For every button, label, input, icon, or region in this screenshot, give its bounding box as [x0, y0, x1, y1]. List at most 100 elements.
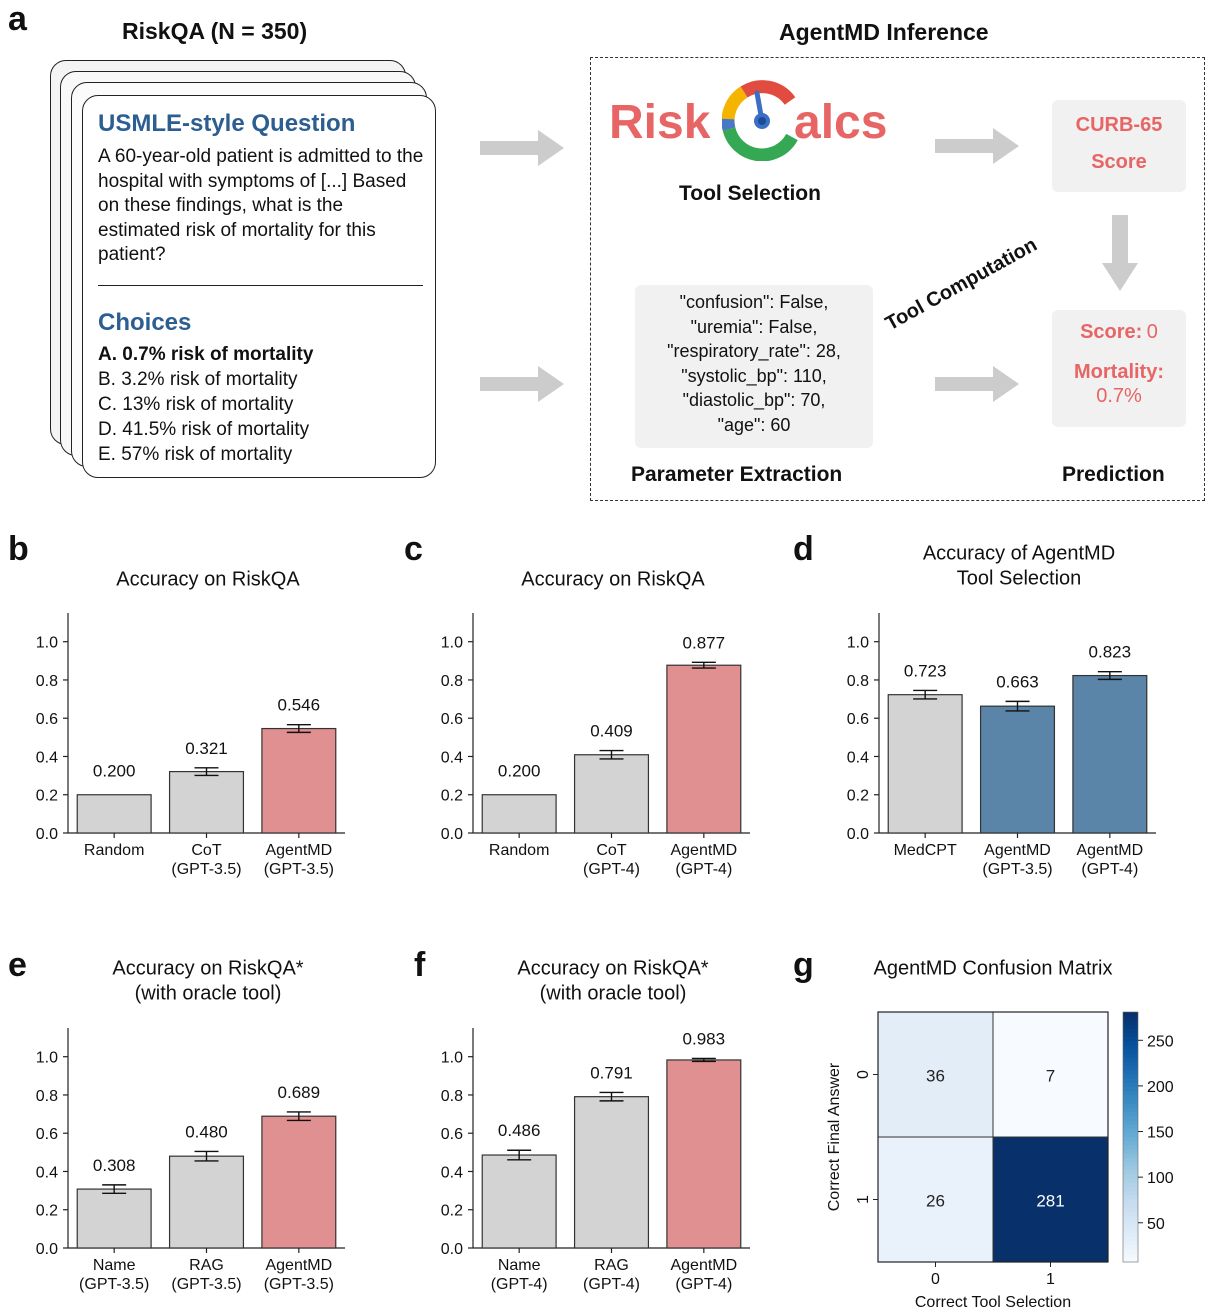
data-label: 0.409 [590, 722, 633, 741]
data-label: 0.983 [683, 1029, 726, 1048]
y-tick-label: 0.6 [847, 711, 869, 728]
parameters-box [635, 285, 873, 448]
x-tick-label: (GPT-3.5) [264, 861, 334, 878]
data-label: 0.308 [93, 1156, 136, 1175]
colorbar-segment [1123, 1174, 1138, 1180]
colorbar-segment [1123, 1149, 1138, 1155]
heatmap-cell [877, 1136, 994, 1263]
colorbar-segment [1123, 1016, 1138, 1021]
colorbar-tick-label: 250 [1147, 1033, 1174, 1050]
choice-b: B. 3.2% risk of mortality [98, 369, 298, 390]
colorbar-segment [1123, 1024, 1138, 1030]
prediction-box: Score: 0 Mortality: 0.7% [1052, 310, 1186, 427]
y-tick-label: 0.6 [36, 1126, 58, 1143]
y-tick-label: 0.2 [441, 788, 463, 805]
bar [573, 754, 650, 834]
y-tick-label: 1.0 [36, 635, 58, 652]
data-label: 0.823 [1089, 643, 1132, 662]
colorbar-segment [1123, 1074, 1138, 1080]
x-tick-label: AgentMD [265, 1257, 332, 1274]
colorbar-segment [1123, 1049, 1138, 1055]
data-label: 0.723 [904, 661, 947, 680]
colorbar-segment [1123, 1216, 1138, 1221]
panel-label-f: f [414, 946, 426, 984]
y-axis-label: Correct Final Answer [826, 1062, 843, 1211]
colorbar-segment [1123, 1157, 1138, 1163]
x-tick-label: (GPT-3.5) [171, 1276, 241, 1293]
y-tick-label: 1.0 [441, 1050, 463, 1067]
x-tick-label: AgentMD [1076, 842, 1143, 859]
colorbar-segment [1123, 1207, 1138, 1213]
colorbar-segment [1123, 1103, 1138, 1109]
logo-alcs-text: alcs [794, 96, 888, 149]
y-tick-label: 0.8 [36, 673, 58, 690]
y-tick-label: 0.8 [441, 1088, 463, 1105]
colorbar-segment [1123, 1245, 1138, 1251]
colorbar-segment [1123, 1162, 1138, 1167]
data-label: 0.791 [590, 1063, 633, 1082]
bar [666, 664, 742, 834]
curb65-box: CURB-65 Score [1052, 100, 1186, 192]
y-tick-label: 1 [855, 1195, 872, 1204]
colorbar-tick-label: 150 [1147, 1125, 1174, 1142]
x-tick-label: (GPT-4) [1081, 861, 1138, 878]
panel-label-g: g [793, 946, 814, 984]
y-tick-label: 1.0 [36, 1050, 58, 1067]
colorbar-segment [1123, 1078, 1138, 1084]
heatmap-cell [877, 1011, 994, 1138]
choices-list: A. 0.7% risk of mortality B. 3.2% risk o… [98, 342, 313, 467]
y-tick-label: 0.2 [36, 788, 58, 805]
bar [168, 770, 245, 834]
x-tick-label: (GPT-4) [583, 1276, 640, 1293]
y-tick-label: 0 [855, 1070, 872, 1079]
y-tick-label: 0.4 [36, 1164, 58, 1181]
arrow-right-icon [480, 130, 564, 166]
param-line: "confusion": False, [679, 292, 829, 312]
bar [261, 1115, 337, 1249]
y-tick-label: 0.8 [441, 673, 463, 690]
panel-label-c: c [404, 530, 423, 568]
bar-chart-d: Accuracy of AgentMD Tool Selection 0.0 0.2 0… [847, 543, 1156, 878]
y-tick-label: 1.0 [441, 635, 463, 652]
x-tick-label: (GPT-3.5) [79, 1276, 149, 1293]
param-line: "systolic_bp": 110, [681, 365, 827, 386]
y-tick-label: 0.0 [847, 826, 869, 843]
colorbar-segment [1123, 1137, 1138, 1142]
chart-title: Accuracy on RiskQA* [112, 958, 303, 980]
x-tick-label: AgentMD [984, 842, 1051, 859]
colorbar-segment [1123, 1203, 1138, 1209]
data-label: 0.200 [93, 762, 136, 781]
y-tick-label: 0.4 [441, 749, 463, 766]
bar [481, 1154, 557, 1249]
bar [666, 1059, 742, 1249]
chart-title: Accuracy on RiskQA* [517, 958, 708, 980]
data-label: 0.480 [185, 1122, 228, 1141]
param-line: "uremia": False, [690, 316, 818, 337]
colorbar-segment [1123, 1195, 1138, 1201]
choice-a: A. 0.7% risk of mortality [98, 344, 314, 365]
colorbar-segment [1123, 1212, 1138, 1217]
colorbar-segment [1123, 1112, 1138, 1117]
x-tick-label: AgentMD [670, 842, 737, 859]
y-tick-label: 0.4 [847, 749, 869, 766]
y-tick-label: 1.0 [847, 635, 869, 652]
logo-risk-text: Risk [609, 96, 711, 149]
x-axis-label: Correct Tool Selection [915, 1294, 1071, 1311]
colorbar-segment [1123, 1099, 1138, 1105]
riskqa-title: RiskQA (N = 350) [122, 18, 308, 44]
colorbar-segment [1123, 1070, 1138, 1076]
cell-value: 36 [926, 1067, 945, 1086]
chart-title: AgentMD Confusion Matrix [874, 958, 1113, 980]
colorbar-segment [1123, 1087, 1138, 1092]
x-tick-label: (GPT-4) [675, 861, 732, 878]
colorbar-segment [1123, 1124, 1138, 1130]
x-tick-label: RAG [189, 1257, 224, 1274]
arrow-right-icon [935, 366, 1019, 402]
colorbar-segment [1123, 1045, 1138, 1051]
y-tick-label: 0.0 [441, 1241, 463, 1258]
colorbar-tick-label: 200 [1147, 1079, 1174, 1096]
colorbar-segment [1123, 1012, 1138, 1017]
choice-c: C. 13% risk of mortality [98, 394, 294, 415]
x-tick-label: (GPT-4) [583, 861, 640, 878]
colorbar-segment [1123, 1095, 1138, 1101]
